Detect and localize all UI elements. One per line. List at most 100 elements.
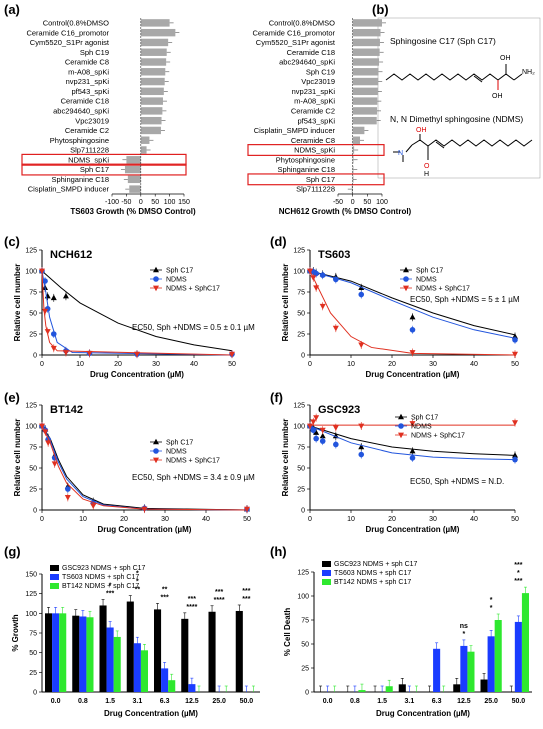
x-tick-label: 50 xyxy=(228,361,236,368)
significance-marker: ** xyxy=(162,586,168,593)
data-point-sph-c17 xyxy=(410,314,416,319)
bar xyxy=(79,616,86,692)
x-axis-label: TS603 Growth (% DMSO Control) xyxy=(70,207,196,216)
legend-label: NDMS + SphC17 xyxy=(411,433,465,440)
hbar-category-label: m-A08_spKi xyxy=(294,97,335,106)
hbar-category-label: Control(0.8%DMSO xyxy=(43,18,109,27)
significance-marker: * xyxy=(463,631,466,638)
x-tick-label: 100 xyxy=(164,199,176,206)
data-point-ndms xyxy=(358,452,364,458)
x-tick-label: 0.8 xyxy=(350,698,360,705)
y-tick-label: 100 xyxy=(297,594,309,601)
x-tick-label: 50 xyxy=(151,199,159,206)
bar xyxy=(127,602,134,692)
hbar xyxy=(141,127,161,134)
data-point-ndms xyxy=(358,292,364,298)
hbar-category-label: Ceramide C8 xyxy=(291,136,335,145)
hbar-category-label: Sphinganine C18 xyxy=(277,165,335,174)
legend-swatch xyxy=(50,583,59,589)
legend-swatch xyxy=(322,561,331,567)
hbar xyxy=(353,39,380,46)
data-point-sph-c17 xyxy=(403,267,409,272)
y-tick-label: 50 xyxy=(29,466,37,473)
hbar xyxy=(141,78,165,85)
fit-curve xyxy=(42,426,247,510)
data-point-ndms-sphc17 xyxy=(42,309,48,315)
x-tick-label: 6.3 xyxy=(160,698,170,705)
data-point-ndms xyxy=(51,331,57,337)
y-tick-label: 25 xyxy=(301,666,309,673)
legend-label: NDMS xyxy=(166,449,187,456)
hbar xyxy=(353,97,378,104)
x-tick-label: 40 xyxy=(470,361,478,368)
hbar xyxy=(141,107,163,114)
data-point-ndms xyxy=(153,276,159,282)
significance-marker: ns xyxy=(460,623,468,630)
x-axis-label: Drug Concentration (µM) xyxy=(366,370,460,379)
x-tick-label: 3.1 xyxy=(133,698,143,705)
legend-label: TS603 NDMS + sph C17 xyxy=(334,570,411,577)
x-tick-label: 30 xyxy=(161,516,169,523)
x-axis-label: Drug Concentration (µM) xyxy=(98,525,192,534)
x-tick-label: 3.1 xyxy=(405,698,415,705)
bar xyxy=(52,613,59,692)
bar xyxy=(181,619,188,692)
x-tick-label: 25.0 xyxy=(212,698,226,705)
y-tick-label: 0 xyxy=(301,508,305,515)
x-tick-label: 100 xyxy=(376,199,388,206)
bar xyxy=(134,643,141,692)
significance-marker: * xyxy=(517,570,520,577)
legend-label: NDMS xyxy=(166,277,187,284)
x-tick-label: 10 xyxy=(347,361,355,368)
hbar-category-label: nvp231_spKi xyxy=(292,87,336,96)
x-tick-label: 50 xyxy=(363,199,371,206)
hbar xyxy=(353,19,382,26)
bar xyxy=(488,636,495,692)
significance-marker: *** xyxy=(188,596,196,603)
x-axis-label: Drug Concentration (µM) xyxy=(376,709,470,718)
hbar xyxy=(353,127,365,134)
x-tick-label: 12.5 xyxy=(185,698,199,705)
hbar-category-label: Sph C17 xyxy=(80,165,109,174)
panel-label-e: (e) xyxy=(4,390,20,405)
legend-label: Sph C17 xyxy=(416,268,443,275)
x-tick-label: 30 xyxy=(429,361,437,368)
ndms-oh: OH xyxy=(416,127,427,134)
hbar xyxy=(141,117,162,124)
panel-label-a: (a) xyxy=(4,2,20,17)
hbar xyxy=(141,68,165,75)
legend-swatch xyxy=(322,570,331,576)
ndms-n: N xyxy=(398,150,403,157)
legend-swatch xyxy=(322,579,331,585)
panel-label-h: (h) xyxy=(270,544,287,559)
x-tick-label: 10 xyxy=(347,516,355,523)
bar xyxy=(515,622,522,692)
hbar xyxy=(141,137,150,144)
fit-curve xyxy=(42,271,232,355)
y-tick-label: 125 xyxy=(25,403,37,410)
bar xyxy=(86,617,93,692)
hbar-category-label: NDMS_spKi xyxy=(68,155,109,164)
hbar-category-label: Sph C19 xyxy=(306,67,335,76)
significance-marker: *** xyxy=(242,588,250,595)
x-tick-label: 0.8 xyxy=(78,698,88,705)
hbar-category-label: Cisplatin_SMPD inducer xyxy=(254,126,336,135)
y-tick-label: 0 xyxy=(305,690,309,697)
bar xyxy=(433,649,440,692)
data-point-ndms-sphc17 xyxy=(398,433,404,439)
hbar xyxy=(141,29,176,36)
x-tick-label: 30 xyxy=(152,361,160,368)
y-tick-label: 50 xyxy=(297,466,305,473)
sph-oh-bottom: OH xyxy=(492,93,503,100)
y-tick-label: 0 xyxy=(33,353,37,360)
y-tick-label: 100 xyxy=(25,424,37,431)
data-point-ndms xyxy=(153,448,159,454)
panel-label-d: (d) xyxy=(270,234,287,249)
fit-curve xyxy=(310,271,515,355)
hbar xyxy=(353,49,380,56)
hbar xyxy=(353,58,379,65)
y-axis-label: Relative cell number xyxy=(281,419,290,497)
